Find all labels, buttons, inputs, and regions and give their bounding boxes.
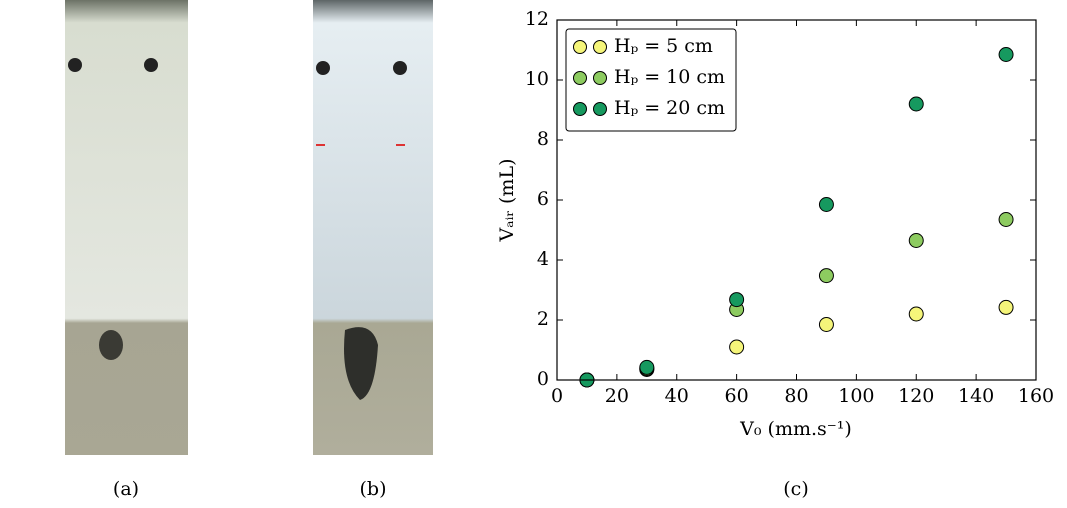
- x-tick-label: 80: [784, 385, 808, 407]
- point: [818, 317, 834, 332]
- legend-label: Hₚ = 20 cm: [614, 97, 725, 119]
- point: [998, 212, 1014, 227]
- x-axis-label: V₀ (mm.s⁻¹): [739, 418, 852, 440]
- legend-box: [565, 28, 737, 132]
- x-tick-label: 140: [958, 385, 994, 407]
- point: [908, 233, 924, 248]
- legend-marker: [593, 102, 607, 116]
- point: [998, 299, 1014, 315]
- legend-marker: [573, 71, 587, 85]
- y-tick-label: 0: [537, 368, 549, 390]
- x-tick-label: 60: [725, 385, 749, 407]
- x-tick-label: 0: [551, 385, 563, 407]
- point: [998, 47, 1014, 62]
- photo-a: [65, 0, 188, 455]
- legend-marker: [593, 40, 607, 54]
- x-tick-label: 40: [665, 385, 689, 407]
- x-tick-label: 20: [605, 385, 629, 407]
- panel-label: (a): [113, 478, 139, 500]
- legend-label: Hₚ = 5 cm: [614, 35, 713, 57]
- point: [908, 96, 924, 112]
- x-tick-label: 100: [838, 385, 874, 407]
- y-tick-label: 6: [537, 188, 549, 210]
- y-tick-label: 12: [525, 8, 549, 30]
- panel-label: (c): [783, 478, 808, 500]
- point: [818, 268, 834, 284]
- y-axis-label: Vₐᵢᵣ (mL): [496, 159, 518, 243]
- point: [908, 306, 924, 322]
- legend-marker: [573, 40, 587, 54]
- plot-frame: [556, 19, 1037, 381]
- y-tick-label: 8: [537, 128, 549, 150]
- legend-marker: [593, 71, 607, 85]
- legend-marker: [573, 102, 587, 116]
- panel-label: (b): [360, 478, 387, 500]
- photo-b: [313, 0, 433, 455]
- x-tick-label: 160: [1018, 385, 1054, 407]
- point: [729, 292, 745, 308]
- y-tick-label: 10: [525, 68, 549, 90]
- y-tick-label: 2: [537, 308, 549, 330]
- legend-label: Hₚ = 10 cm: [614, 66, 725, 88]
- y-tick-label: 4: [537, 248, 549, 270]
- point: [639, 359, 655, 375]
- point: [729, 339, 745, 355]
- x-tick-label: 120: [898, 385, 934, 407]
- point: [818, 197, 834, 212]
